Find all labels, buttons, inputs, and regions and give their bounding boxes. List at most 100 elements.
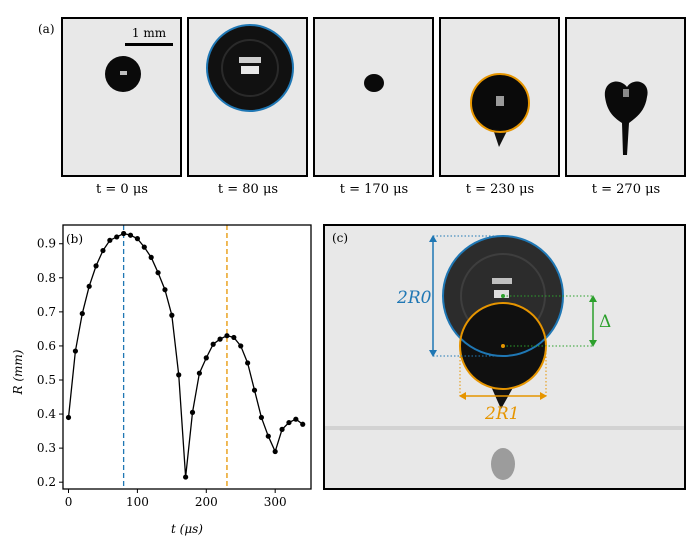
data-point <box>141 244 147 250</box>
arrowhead <box>589 295 597 302</box>
data-point <box>93 263 99 269</box>
data-point <box>265 433 271 439</box>
frame-t80-svg <box>206 24 294 112</box>
frame-t230-caption: t = 230 μs <box>465 182 535 197</box>
frame-t0-caption: t = 0 μs <box>96 182 148 197</box>
bubble-highlight <box>494 290 509 298</box>
data-point <box>79 310 85 317</box>
frame-t230-image <box>439 17 560 177</box>
series-line <box>67 232 304 478</box>
x-tick-label: 200 <box>195 495 218 509</box>
bubble-tail <box>493 129 507 147</box>
label-2r0: 2R0 <box>396 288 432 308</box>
frame-t80-caption: t = 80 μs <box>217 182 279 197</box>
bubble-highlight <box>120 71 127 75</box>
y-tick-label: 0.7 <box>37 305 56 319</box>
data-point <box>258 414 264 421</box>
data-point <box>155 270 161 276</box>
arrowhead <box>589 340 597 347</box>
chart-ylabel: R (mm) <box>11 349 25 395</box>
label-delta: Δ <box>599 312 611 332</box>
data-point <box>217 336 223 342</box>
data-point <box>251 387 258 393</box>
y-tick-label: 0.2 <box>37 475 56 489</box>
data-point <box>134 236 140 242</box>
data-point <box>127 232 134 238</box>
bubble-highlight <box>239 57 261 63</box>
scale-bar-label: 1 mm <box>132 26 167 40</box>
data-point <box>121 230 127 237</box>
data-point <box>300 421 306 427</box>
frame-t170-caption: t = 170 μs <box>339 182 409 197</box>
panel-c-svg: 2R0 Δ 2R1 (c) <box>325 231 684 480</box>
data-point <box>231 334 237 341</box>
data-point <box>272 448 278 455</box>
x-tick-label: 0 <box>65 495 73 509</box>
background-blur <box>491 448 515 480</box>
data-point <box>238 343 244 349</box>
y-tick-label: 0.9 <box>37 237 56 251</box>
panel-b-label: (b) <box>66 232 83 246</box>
label-2r1: 2R1 <box>484 404 519 424</box>
data-point <box>286 419 292 426</box>
center-dot-large <box>501 294 505 298</box>
data-point <box>224 333 230 339</box>
panel-a-label: (a) <box>38 22 55 36</box>
frame-t270-caption: t = 270 μs <box>591 182 661 197</box>
bubble <box>364 74 384 92</box>
frame-t270-image <box>565 17 686 177</box>
data-point <box>107 237 113 243</box>
data-point <box>169 312 175 318</box>
chart-xlabel: t (μs) <box>171 522 203 536</box>
arrowhead <box>540 392 547 400</box>
data-point <box>245 360 251 366</box>
fit-circle-blue <box>206 24 294 112</box>
frame-t270-svg <box>604 81 648 155</box>
frame-t0-image: 1 mm <box>61 17 182 177</box>
bubble-highlight <box>241 66 259 74</box>
data-point <box>162 287 168 293</box>
data-point <box>279 426 285 432</box>
arrowhead <box>429 235 437 242</box>
bubble-highlight <box>496 96 504 106</box>
y-tick-label: 0.5 <box>37 373 56 387</box>
data-point <box>114 234 120 240</box>
bubble-highlight <box>492 278 512 284</box>
radius-chart: 0 100 200 300 0.2 0.3 0.4 0.5 0.6 0.7 0.8 0.9 (b) R… <box>11 224 312 536</box>
data-point <box>189 409 196 415</box>
panel-c-label: (c) <box>332 231 348 245</box>
y-tick-label: 0.3 <box>37 441 56 455</box>
data-point <box>100 247 106 254</box>
chart-layer: 0 100 200 300 0.2 0.3 0.4 0.5 0.6 0.7 0.8 0.9 <box>37 224 312 509</box>
arrowhead <box>459 392 466 400</box>
frame-t0-svg: 1 mm <box>105 26 173 92</box>
panel-c-image: 2R0 Δ 2R1 (c) <box>323 224 686 490</box>
data-point <box>148 254 154 260</box>
frame-t80-image <box>187 17 308 177</box>
data-point <box>210 341 216 347</box>
data-point <box>72 348 78 354</box>
y-tick-label: 0.8 <box>37 271 56 285</box>
frame-t230-svg <box>470 73 530 147</box>
data-point <box>183 474 189 480</box>
data-point <box>176 372 182 378</box>
frame-t170-svg <box>364 74 384 92</box>
data-point <box>86 283 92 289</box>
background-streak <box>325 426 684 430</box>
fit-circle-orange <box>470 73 530 133</box>
x-tick-label: 300 <box>264 495 287 509</box>
data-point <box>203 355 209 361</box>
data-point <box>293 416 299 422</box>
bubble <box>604 81 648 155</box>
bubble-highlight <box>623 89 629 97</box>
frame-t170-image <box>313 17 434 177</box>
scale-bar <box>125 43 173 46</box>
data-point <box>196 370 202 376</box>
arrowhead <box>429 350 437 357</box>
y-tick-label: 0.4 <box>37 407 56 421</box>
data-point <box>65 414 72 421</box>
bubble-inner-ring <box>221 39 279 97</box>
y-tick-label: 0.6 <box>37 339 56 353</box>
center-dot-small <box>501 344 505 348</box>
x-tick-label: 100 <box>126 495 149 509</box>
